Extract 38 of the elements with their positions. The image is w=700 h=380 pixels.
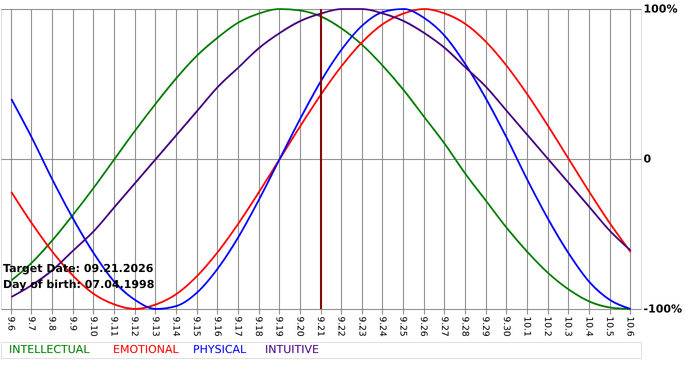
x-tick-label: 9.8 bbox=[46, 316, 57, 332]
x-tick-label: 9.10 bbox=[88, 316, 98, 337]
y-tick-label: 0 bbox=[644, 152, 652, 166]
text: EMOTIONAL bbox=[113, 343, 180, 356]
x-tick-label: 9.22 bbox=[336, 316, 346, 337]
x-tick-label: 9.15 bbox=[191, 316, 202, 337]
x-tick-label: 9.12 bbox=[129, 316, 140, 337]
x-tick-label: 9.30 bbox=[500, 316, 511, 337]
x-tick-label: 9.21 bbox=[315, 316, 325, 337]
text: INTUITIVE bbox=[265, 343, 319, 356]
x-tick-label: 9.23 bbox=[356, 316, 366, 337]
text: PHYSICAL bbox=[193, 343, 248, 356]
x-tick-label: 9.18 bbox=[253, 316, 264, 337]
x-tick-label: 9.17 bbox=[232, 316, 242, 337]
x-tick-label: 10.6 bbox=[624, 316, 635, 337]
y-tick-label: -100% bbox=[644, 302, 682, 316]
x-tick-label: 9.24 bbox=[376, 316, 387, 337]
x-tick-label: 9.29 bbox=[480, 316, 490, 337]
x-tick-label: 9.19 bbox=[274, 316, 284, 337]
x-tick-label: 9.16 bbox=[212, 316, 222, 337]
x-tick-label: 10.4 bbox=[583, 316, 594, 337]
x-tick-label: 10.2 bbox=[542, 316, 552, 337]
x-tick-label: 9.11 bbox=[108, 316, 119, 337]
x-tick-label: 10.5 bbox=[604, 316, 614, 337]
x-tick-label: 9.26 bbox=[418, 316, 428, 337]
x-tick-label: 9.25 bbox=[398, 316, 408, 337]
x-tick-label: 9.6 bbox=[5, 316, 16, 332]
x-tick-label: 10.1 bbox=[521, 316, 532, 337]
x-tick-label: 9.13 bbox=[150, 316, 160, 337]
x-tick-label: 9.14 bbox=[170, 316, 180, 337]
x-tick-label: 9.9 bbox=[67, 316, 78, 332]
x-tick-label: 9.7 bbox=[26, 316, 36, 331]
x-tick-label: 9.20 bbox=[294, 316, 304, 337]
x-tick-label: 10.3 bbox=[562, 316, 573, 337]
x-tick-label: 9.28 bbox=[460, 316, 470, 337]
text: INTELLECTUAL bbox=[9, 343, 90, 356]
y-tick-label: 100% bbox=[644, 2, 678, 16]
x-tick-label: 9.27 bbox=[438, 316, 449, 337]
